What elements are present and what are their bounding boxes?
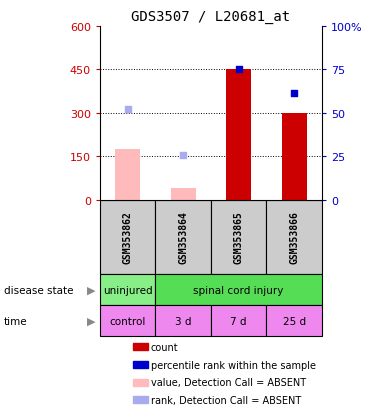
Point xyxy=(236,67,242,74)
Text: control: control xyxy=(110,316,146,326)
Text: 25 d: 25 d xyxy=(283,316,306,326)
Text: uninjured: uninjured xyxy=(103,285,152,295)
Bar xyxy=(211,200,266,275)
Bar xyxy=(266,306,322,337)
Text: value, Detection Call = ABSENT: value, Detection Call = ABSENT xyxy=(151,377,306,387)
Bar xyxy=(133,344,148,351)
Text: count: count xyxy=(151,342,178,352)
Text: GSM353865: GSM353865 xyxy=(233,211,244,264)
Point xyxy=(125,106,131,112)
Title: GDS3507 / L20681_at: GDS3507 / L20681_at xyxy=(131,10,290,24)
Bar xyxy=(211,306,266,337)
Point xyxy=(291,90,297,97)
Bar xyxy=(282,114,307,200)
Bar xyxy=(266,200,322,275)
Text: ▶: ▶ xyxy=(87,316,95,326)
Text: GSM353864: GSM353864 xyxy=(178,211,188,264)
Text: ▶: ▶ xyxy=(87,285,95,295)
Bar xyxy=(226,70,251,200)
Text: 7 d: 7 d xyxy=(231,316,247,326)
Bar xyxy=(155,306,211,337)
Bar xyxy=(133,396,148,403)
Text: disease state: disease state xyxy=(4,285,73,295)
Text: rank, Detection Call = ABSENT: rank, Detection Call = ABSENT xyxy=(151,395,301,405)
Text: GSM353862: GSM353862 xyxy=(122,211,133,264)
Bar xyxy=(115,150,140,200)
Point xyxy=(180,152,186,159)
Bar xyxy=(100,200,155,275)
Bar xyxy=(133,379,148,386)
Text: spinal cord injury: spinal cord injury xyxy=(194,285,284,295)
Text: 3 d: 3 d xyxy=(175,316,191,326)
Text: time: time xyxy=(4,316,27,326)
Bar xyxy=(171,189,196,200)
Bar xyxy=(100,275,155,306)
Bar xyxy=(155,275,322,306)
Text: percentile rank within the sample: percentile rank within the sample xyxy=(151,360,316,370)
Text: GSM353866: GSM353866 xyxy=(289,211,299,264)
Bar xyxy=(133,361,148,368)
Bar xyxy=(100,306,155,337)
Bar xyxy=(155,200,211,275)
